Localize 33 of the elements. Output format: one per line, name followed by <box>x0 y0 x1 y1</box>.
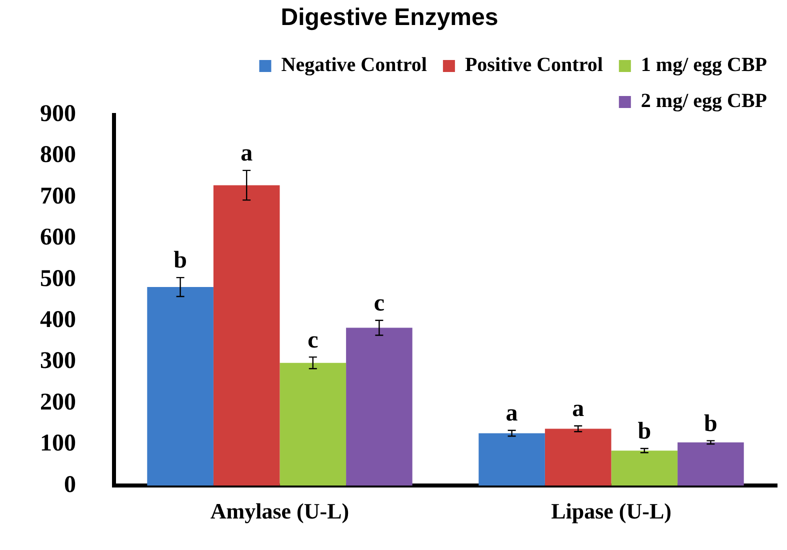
data-label: c <box>374 290 385 317</box>
bar <box>478 433 545 486</box>
bar <box>213 185 280 486</box>
y-tick-label: 700 <box>40 183 76 210</box>
bar <box>147 287 214 486</box>
bar <box>280 362 346 486</box>
data-label: a <box>240 140 253 167</box>
bar <box>678 442 744 486</box>
y-tick-label: 300 <box>40 348 76 374</box>
legend-label: 2 mg/ egg CBP <box>640 90 767 112</box>
y-tick-label: 0 <box>64 472 76 498</box>
data-label: a <box>572 396 584 422</box>
x-tick-label: Lipase (U-L) <box>551 498 672 524</box>
legend-label: Negative Control <box>281 54 428 76</box>
y-tick-label: 500 <box>40 266 76 292</box>
data-label: a <box>506 400 518 427</box>
y-tick-label: 100 <box>40 430 76 457</box>
bar <box>544 428 612 486</box>
y-tick-label: 600 <box>40 224 76 251</box>
x-tick-label: Amylase (U-L) <box>210 498 350 524</box>
bar <box>346 328 412 486</box>
legend-label: Positive Control <box>464 54 604 76</box>
data-label: b <box>704 410 718 437</box>
y-tick-label: 900 <box>40 101 76 128</box>
bar <box>611 450 678 486</box>
legend-label: 1 mg/ egg CBP <box>640 54 767 76</box>
data-label: b <box>638 418 652 445</box>
y-tick-label: 200 <box>40 389 76 416</box>
y-tick-label: 800 <box>40 142 76 168</box>
data-label: c <box>308 327 319 354</box>
y-tick-label: 400 <box>40 307 76 334</box>
chart-title: Digestive Enzymes <box>280 4 498 32</box>
data-label: b <box>174 248 187 274</box>
